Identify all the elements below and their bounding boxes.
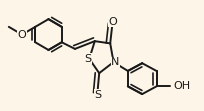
Text: O: O [18, 30, 26, 40]
Text: N: N [111, 57, 119, 67]
Text: S: S [93, 90, 101, 100]
Text: O: O [108, 17, 116, 27]
Text: OH: OH [172, 81, 189, 91]
Text: S: S [84, 54, 91, 64]
